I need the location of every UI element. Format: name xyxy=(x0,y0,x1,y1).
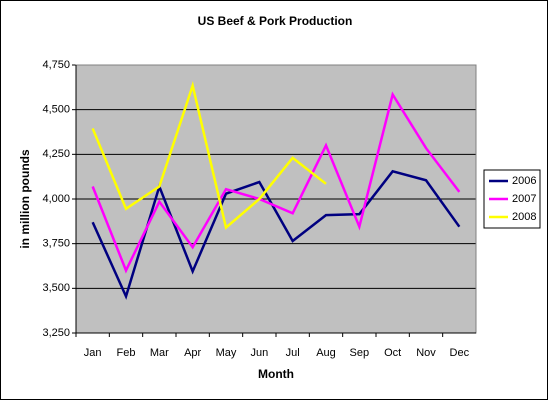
y-tick-label: 3,750 xyxy=(42,238,70,250)
legend-label: 2006 xyxy=(512,175,536,187)
y-tick-label: 4,500 xyxy=(42,104,70,116)
x-tick-label: Aug xyxy=(316,347,336,359)
x-tick-label: Dec xyxy=(450,347,470,359)
x-tick-label: Feb xyxy=(117,347,136,359)
x-tick-label: Jul xyxy=(286,347,300,359)
y-tick-label: 3,250 xyxy=(42,327,70,339)
x-tick-label: Sep xyxy=(350,347,370,359)
x-tick-label: Mar xyxy=(150,347,169,359)
y-axis-label: in million pounds xyxy=(18,149,32,249)
series-line xyxy=(91,91,461,274)
y-tick-label: 4,250 xyxy=(42,148,70,160)
y-tick-label: 3,500 xyxy=(42,282,70,294)
x-tick-label: Nov xyxy=(416,347,436,359)
series-line xyxy=(91,80,327,230)
x-axis-label: Month xyxy=(258,367,294,381)
x-tick-label: Apr xyxy=(184,347,201,359)
x-tick-label: May xyxy=(216,347,237,359)
y-tick-label: 4,750 xyxy=(42,59,70,71)
y-tick-label: 4,000 xyxy=(42,193,70,205)
chart-title: US Beef & Pork Production xyxy=(198,14,353,28)
legend-label: 2008 xyxy=(512,211,536,223)
x-tick-label: Jan xyxy=(84,347,102,359)
x-tick-label: Jun xyxy=(250,347,268,359)
legend-label: 2007 xyxy=(512,193,536,205)
series-line xyxy=(91,169,461,300)
x-tick-label: Oct xyxy=(384,347,401,359)
